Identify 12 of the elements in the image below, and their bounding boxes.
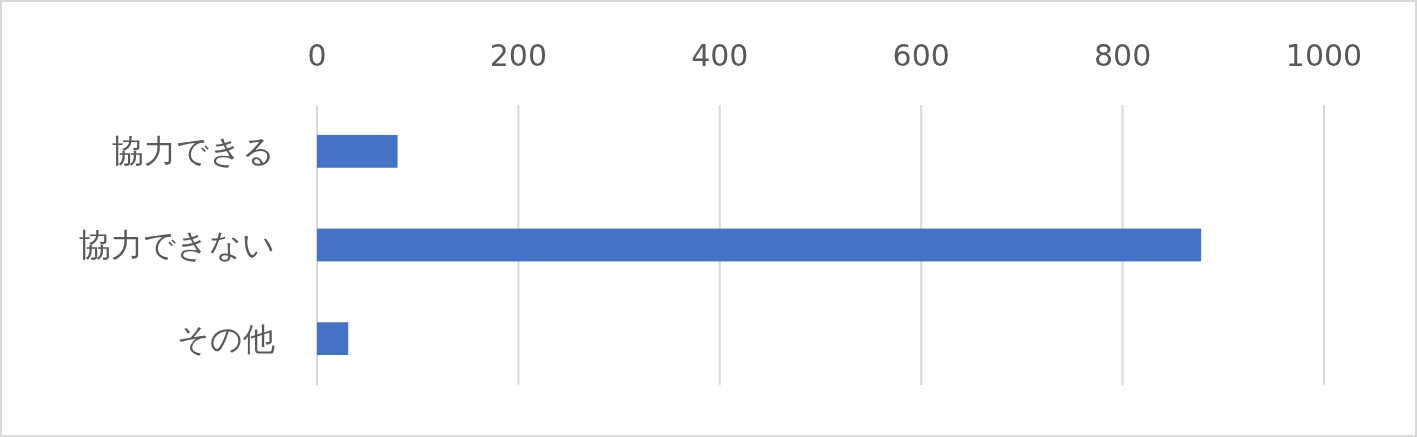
x-tick-label: 0 [307, 38, 327, 73]
x-tick-label: 600 [892, 38, 950, 73]
bar [317, 134, 398, 168]
y-tick-label: 協力できる [112, 132, 275, 171]
y-tick-label: 協力できない [79, 226, 275, 264]
y-tick-label: その他 [177, 319, 275, 358]
bar [317, 322, 349, 356]
x-tick-label: 400 [691, 38, 749, 73]
x-tick-label: 200 [489, 38, 548, 73]
bar [317, 228, 1202, 262]
x-tick-label: 800 [1093, 38, 1152, 73]
x-tick-label: 1000 [1285, 38, 1363, 73]
